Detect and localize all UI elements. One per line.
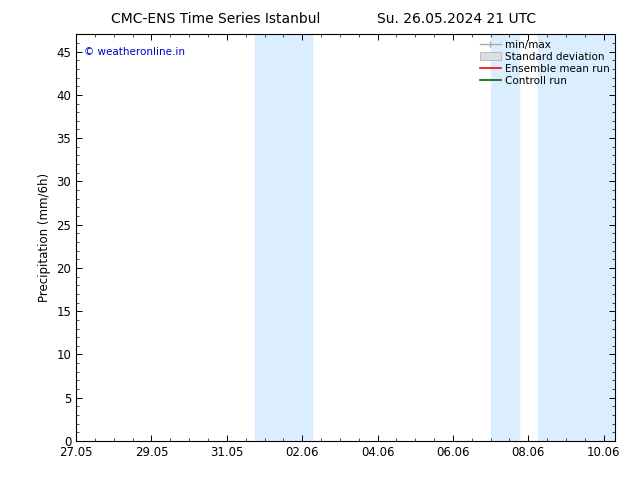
Bar (538, 34, 615, 441)
Bar (491, 34, 519, 441)
Text: CMC-ENS Time Series Istanbul: CMC-ENS Time Series Istanbul (111, 12, 320, 26)
Bar (255, 34, 312, 441)
Text: © weatheronline.in: © weatheronline.in (84, 47, 185, 56)
Legend: min/max, Standard deviation, Ensemble mean run, Controll run: min/max, Standard deviation, Ensemble me… (478, 37, 612, 88)
Y-axis label: Precipitation (mm/6h): Precipitation (mm/6h) (38, 173, 51, 302)
Text: Su. 26.05.2024 21 UTC: Su. 26.05.2024 21 UTC (377, 12, 536, 26)
